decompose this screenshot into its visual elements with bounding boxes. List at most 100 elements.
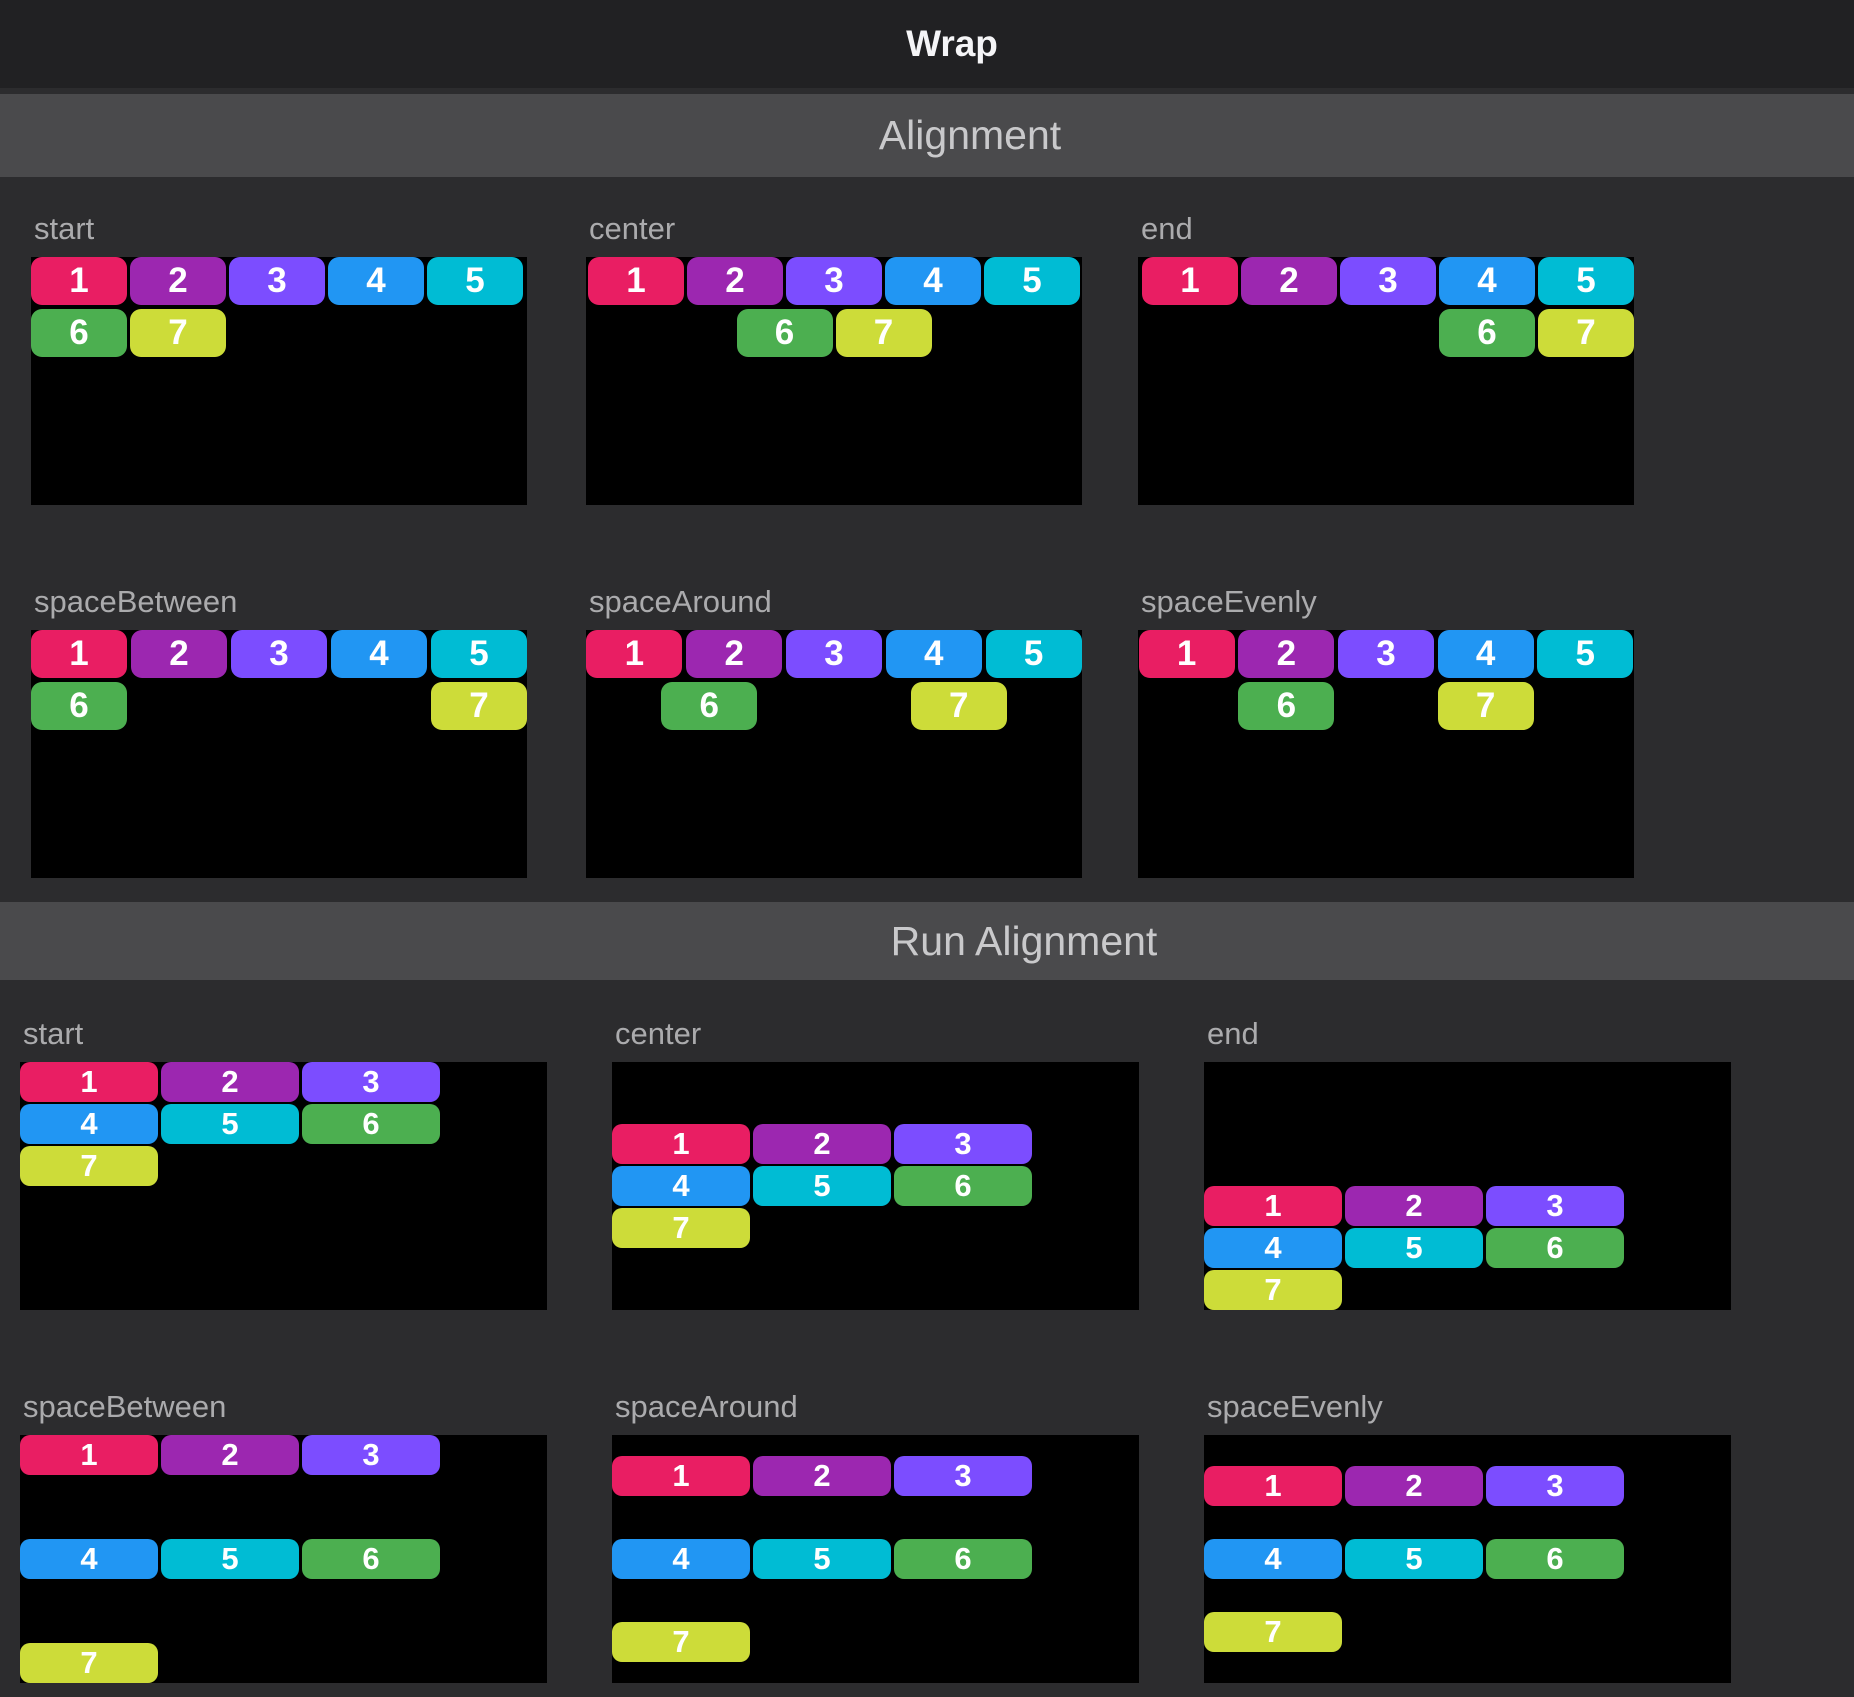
chip-2: 2 [1241, 257, 1337, 305]
demo-run-alignment-spaceAround: spaceAround 1 2 3 4 5 6 7 [612, 1389, 1139, 1683]
chip-5: 5 [161, 1539, 299, 1579]
chip-1: 1 [586, 630, 683, 678]
chip-5: 5 [431, 630, 527, 678]
chip-2: 2 [131, 630, 227, 678]
demo-label: spaceBetween [34, 584, 238, 619]
chip-2: 2 [753, 1455, 891, 1496]
chip-7: 7 [1204, 1270, 1342, 1310]
chip-2: 2 [1238, 630, 1335, 678]
demo-label: spaceAround [615, 1389, 798, 1424]
chip-6: 6 [1238, 682, 1335, 730]
chip-1: 1 [1204, 1186, 1342, 1226]
chip-1: 1 [612, 1124, 750, 1164]
chip-3: 3 [229, 257, 325, 305]
demo-run-alignment-center: center 1 2 3 4 5 6 7 [612, 1016, 1139, 1310]
chip-7: 7 [612, 1208, 750, 1248]
chip-7: 7 [910, 682, 1007, 730]
chip-7: 7 [835, 309, 932, 357]
page-title: Wrap [906, 23, 998, 64]
section-title-run-alignment: Run Alignment [890, 918, 1158, 964]
chip-6: 6 [302, 1539, 440, 1579]
chip-2: 2 [161, 1435, 299, 1475]
chip-3: 3 [1486, 1466, 1624, 1506]
demo-alignment-end: end 1 2 3 4 5 6 7 [1138, 211, 1634, 505]
chip-3: 3 [1340, 257, 1436, 305]
chip-4: 4 [1204, 1539, 1342, 1579]
section-header-alignment: Alignment [0, 94, 1854, 177]
chip-3: 3 [1337, 630, 1434, 678]
chip-7: 7 [612, 1622, 750, 1663]
demo-label: spaceEvenly [1141, 584, 1317, 619]
demo-label: start [23, 1016, 84, 1051]
chip-4: 4 [328, 257, 424, 305]
chip-6: 6 [1486, 1228, 1624, 1268]
demo-alignment-spaceEvenly: spaceEvenly 1 2 3 4 5 6 7 [1138, 584, 1634, 878]
chip-5: 5 [985, 630, 1082, 678]
chip-2: 2 [1345, 1186, 1483, 1226]
chip-4: 4 [612, 1166, 750, 1206]
chip-6: 6 [1439, 309, 1535, 357]
demo-label: spaceEvenly [1207, 1389, 1383, 1424]
chip-2: 2 [686, 630, 783, 678]
demo-label: end [1207, 1016, 1259, 1051]
chip-4: 4 [20, 1104, 158, 1144]
chip-5: 5 [753, 1538, 891, 1579]
chip-3: 3 [231, 630, 327, 678]
chip-1: 1 [20, 1435, 158, 1475]
chip-2: 2 [161, 1062, 299, 1102]
demo-label: spaceAround [589, 584, 772, 619]
chip-5: 5 [1538, 257, 1634, 305]
chip-4: 4 [1439, 257, 1535, 305]
chip-1: 1 [612, 1455, 750, 1496]
demo-label: start [34, 211, 95, 246]
section-header-run-alignment: Run Alignment [0, 902, 1854, 980]
chip-3: 3 [786, 257, 882, 305]
demo-alignment-spaceBetween: spaceBetween 1 2 3 4 5 6 7 [31, 584, 527, 878]
demo-label: center [589, 211, 676, 246]
chip-5: 5 [1345, 1539, 1483, 1579]
demo-run-alignment-end: end 1 2 3 4 5 6 7 [1204, 1016, 1731, 1310]
demo-run-alignment-spaceBetween: spaceBetween 1 2 3 4 5 6 7 [20, 1389, 547, 1683]
chip-6: 6 [31, 682, 127, 730]
chip-6: 6 [1486, 1539, 1624, 1579]
chip-3: 3 [894, 1124, 1032, 1164]
chip-4: 4 [612, 1538, 750, 1579]
chip-7: 7 [130, 309, 226, 357]
chip-4: 4 [1204, 1228, 1342, 1268]
chip-5: 5 [1345, 1228, 1483, 1268]
chip-4: 4 [331, 630, 427, 678]
chip-4: 4 [20, 1539, 158, 1579]
demo-label: spaceBetween [23, 1389, 227, 1424]
chip-3: 3 [1486, 1186, 1624, 1226]
chip-2: 2 [687, 257, 783, 305]
chip-1: 1 [1138, 630, 1235, 678]
demo-alignment-spaceAround: spaceAround 1 2 3 4 5 6 7 [586, 584, 1082, 878]
chip-7: 7 [20, 1643, 158, 1683]
chip-5: 5 [984, 257, 1080, 305]
chip-4: 4 [885, 630, 982, 678]
chip-7: 7 [1204, 1612, 1342, 1652]
chip-1: 1 [588, 257, 684, 305]
chip-2: 2 [1345, 1466, 1483, 1506]
demo-alignment-start: start 1 2 3 4 5 6 7 [31, 211, 527, 505]
chip-5: 5 [427, 257, 523, 305]
chip-1: 1 [1142, 257, 1238, 305]
demo-run-alignment-spaceEvenly: spaceEvenly 1 2 3 4 5 6 7 [1204, 1389, 1731, 1683]
chip-6: 6 [31, 309, 127, 357]
chip-5: 5 [1537, 630, 1634, 678]
chip-7: 7 [1437, 682, 1534, 730]
chip-7: 7 [20, 1146, 158, 1186]
app-bar: Wrap [0, 0, 1854, 88]
chip-6: 6 [894, 1166, 1032, 1206]
chip-7: 7 [1538, 309, 1634, 357]
